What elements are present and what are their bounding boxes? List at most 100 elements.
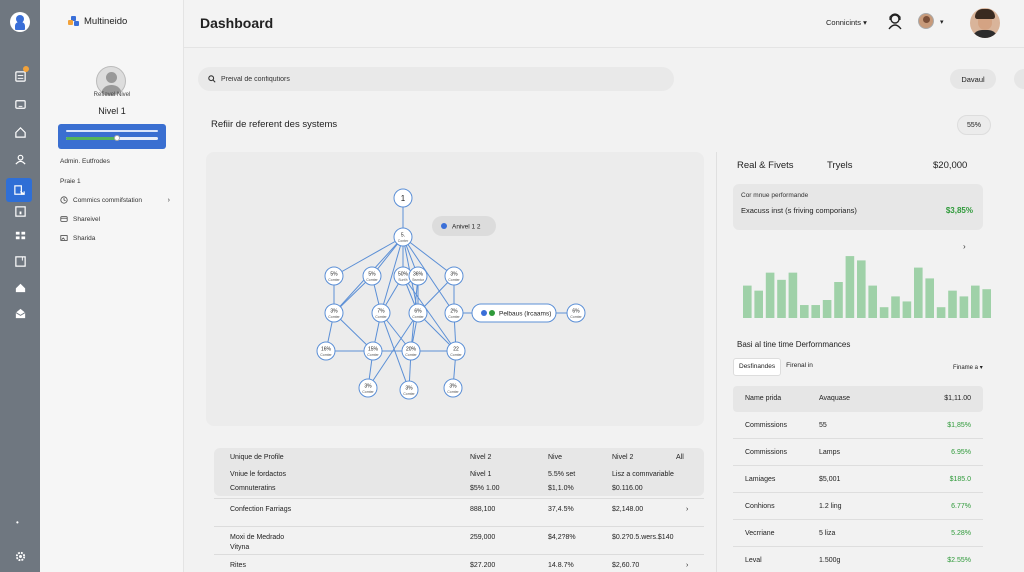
right-table-row[interactable]: Vecrriane 5 liza 5.28% (733, 521, 983, 547)
table-cell: $0.2?0.5.wers.$140 (612, 534, 674, 541)
user-menu[interactable]: Connicints ▾ (826, 18, 867, 27)
house-icon[interactable] (12, 279, 28, 295)
performance-bar (982, 289, 991, 318)
network-node-sub: Comter (366, 278, 378, 282)
table-column-header[interactable]: Nivel 2 (470, 454, 492, 461)
level-progress-knob[interactable] (113, 135, 120, 141)
table-cell: $0.116.00 (612, 485, 643, 492)
table-column-header[interactable]: Nivel 2 (612, 454, 634, 461)
network-node[interactable]: 36%Swmtor (408, 266, 428, 286)
network-node[interactable]: 1 (393, 188, 413, 208)
profile-avatar[interactable] (96, 66, 126, 96)
tab-firenal[interactable]: Firenal in (786, 362, 813, 369)
network-node-value: 6% (414, 309, 422, 315)
network-node-value: 3% (330, 309, 338, 315)
building-icon[interactable] (12, 203, 28, 219)
sidebar-item-commics[interactable]: Commics commifstation › (60, 196, 170, 204)
user-icon[interactable] (12, 151, 28, 167)
app-logo[interactable] (10, 12, 30, 32)
network-node-value: 15% (368, 347, 379, 353)
network-node[interactable]: 6%Comter (566, 303, 586, 323)
performance-bar (959, 296, 969, 318)
chevron-right-icon[interactable]: › (686, 506, 689, 513)
settings-gear-icon[interactable] (12, 548, 28, 564)
level-progress-bar[interactable] (66, 135, 158, 141)
right-table-row[interactable]: Commissions Lamps 6.95% (733, 440, 983, 466)
table-cell[interactable]: Rites (230, 562, 246, 569)
network-node-sub: Comter (447, 390, 459, 394)
network-pill-label: Pelbaus (lrcaams) (499, 311, 551, 318)
network-edge (333, 236, 404, 277)
network-node[interactable]: 3%Comter (443, 378, 463, 398)
network-pill-label: Anivel 1 2 (452, 224, 481, 231)
edge-tab[interactable] (1014, 69, 1024, 89)
network-node[interactable]: 3%Comter (358, 378, 378, 398)
folder-icon (60, 216, 68, 222)
right-table-row[interactable]: Lamiages $5,001 $185.0 (733, 467, 983, 493)
network-node-value: 7% (377, 309, 385, 315)
right-table-row[interactable]: Commissions 55 $1,85% (733, 413, 983, 439)
filter-label: Finame a (953, 365, 979, 371)
table-column-header[interactable]: Unique de Profile (230, 454, 284, 461)
row-amount: $2.55% (947, 557, 971, 564)
layout-icon[interactable] (12, 253, 28, 269)
share-icon[interactable] (6, 178, 32, 202)
table-column-header[interactable]: All (676, 454, 684, 461)
table-cell[interactable]: Confection Farriags (230, 506, 292, 513)
table-cell: 37,4.5% (548, 506, 574, 513)
node-dot-icon (489, 310, 495, 316)
mail-icon[interactable] (12, 305, 28, 321)
network-node[interactable]: 2%Comter (444, 303, 464, 323)
network-edge (402, 236, 455, 314)
network-node-value: 3% (449, 384, 457, 390)
table-cell: 14.8.7% (548, 562, 574, 569)
user-avatar[interactable] (918, 13, 934, 29)
home-icon[interactable] (12, 124, 28, 140)
performance-bar-chart (743, 256, 991, 318)
network-node[interactable]: 5.Conter (393, 227, 413, 247)
davaul-button[interactable]: Davaul (950, 69, 996, 89)
table-column-header[interactable]: Nive (548, 454, 563, 461)
network-node-sub: Comter (570, 315, 582, 319)
row-value: 1.500g (819, 557, 841, 564)
right-table-row[interactable]: Conhions 1.2 ling 6.77% (733, 494, 983, 520)
network-node[interactable]: 6%Comter (408, 303, 428, 323)
network-node[interactable]: 5%Comter (362, 266, 382, 286)
support-agent-icon[interactable] (886, 12, 904, 30)
chevron-down-icon[interactable]: ▾ (940, 19, 944, 26)
network-node[interactable]: 16%Comter (316, 341, 336, 361)
network-node[interactable]: 3%Comter (444, 266, 464, 286)
performance-section-title: Basi al tine time Derfornmances (737, 340, 851, 349)
profile-photo-avatar[interactable] (970, 8, 1000, 38)
brand[interactable]: Multineido (68, 16, 127, 27)
network-label-pill[interactable]: Anivel 1 2 (432, 216, 496, 236)
chevron-right-icon[interactable]: › (686, 562, 689, 569)
row-label: Vecrriane (745, 530, 775, 537)
sidebar-item-sharida[interactable]: Sharida (60, 234, 170, 242)
document-icon[interactable] (12, 66, 29, 84)
sidebar-item-label: Sharida (73, 234, 96, 242)
network-node[interactable]: 15%Comter (363, 341, 383, 361)
right-table-row[interactable]: Leval 1.500g $2.55% (733, 548, 983, 572)
network-node[interactable]: 3%Comter (324, 303, 344, 323)
chevron-right-icon[interactable]: › (963, 242, 966, 251)
network-node[interactable]: 20%Comter (401, 341, 421, 361)
sidebar-item-shareivel[interactable]: Shareivel (60, 215, 170, 223)
filter-dropdown[interactable]: Finame a ▾ (953, 364, 983, 371)
network-detail-pill[interactable]: Pelbaus (lrcaams) (471, 303, 557, 323)
right-table-header[interactable]: Name prida Avaquase $1,11.00 (733, 386, 983, 412)
performance-card[interactable]: Cor mnue performande Exacuss inst (s fri… (733, 184, 983, 230)
network-node[interactable]: 3%Comter (399, 380, 419, 400)
monitor-icon[interactable] (12, 96, 28, 112)
network-node-sub: Swmtor (412, 278, 425, 282)
search-bar[interactable] (198, 67, 674, 91)
search-input[interactable] (221, 75, 621, 83)
network-node[interactable]: 7%Comter (371, 303, 391, 323)
performance-bar (743, 285, 752, 318)
percent-pill[interactable]: 55% (957, 115, 991, 135)
network-node[interactable]: 5%Comter (324, 266, 344, 286)
table-cell[interactable]: Moxi de Medrado (230, 534, 285, 541)
calendar-icon[interactable] (12, 227, 28, 243)
tab-desfinandes[interactable]: Desfinandes (733, 358, 782, 376)
